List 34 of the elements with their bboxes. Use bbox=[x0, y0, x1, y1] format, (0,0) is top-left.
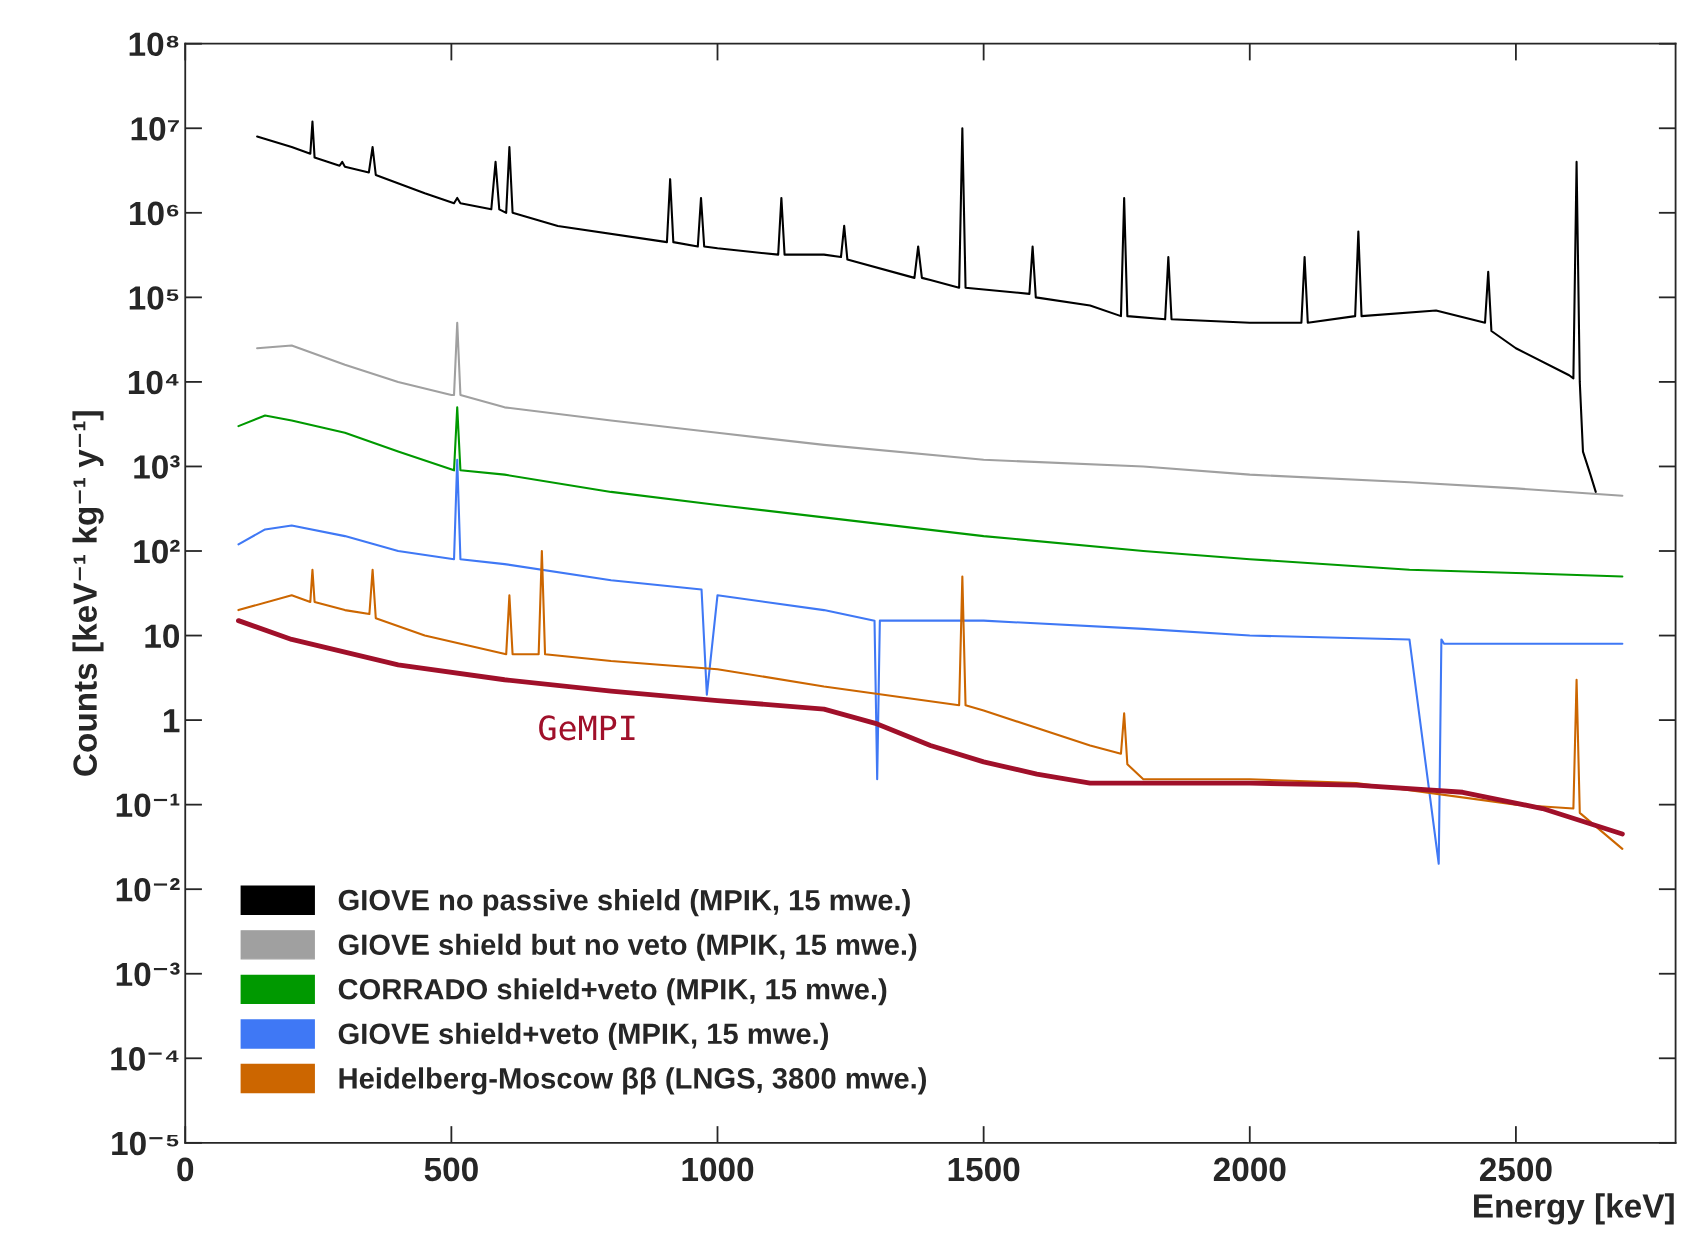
y-tick-label: 10⁻³ bbox=[116, 962, 180, 987]
y-tick-label: 10⁵ bbox=[129, 286, 179, 310]
legend-label: Heidelberg-Moscow ββ (LNGS, 3800 mwe.) bbox=[339, 1067, 926, 1095]
y-tick-label: 10² bbox=[134, 539, 180, 564]
y-tick-label: 10⁻⁴ bbox=[111, 1047, 179, 1071]
line-series bbox=[237, 549, 1624, 850]
y-tick-label: 10⁸ bbox=[129, 32, 179, 57]
annotation: GeMPI bbox=[539, 715, 635, 741]
legend-label: GIOVE no passive shield (MPIK, 15 mwe.) bbox=[338, 889, 910, 917]
x-tick-label: 2000 bbox=[1213, 1157, 1286, 1182]
y-tick-label: 10³ bbox=[134, 455, 180, 479]
y-tick-label: 10 bbox=[145, 624, 180, 648]
x-axis-title: Energy [keV] bbox=[1474, 1193, 1674, 1225]
y-tick-label: 10⁴ bbox=[128, 370, 179, 395]
line-series bbox=[236, 618, 1625, 837]
y-tick-label: 10⁻⁵ bbox=[112, 1131, 179, 1156]
legend-label: GIOVE shield+veto (MPIK, 15 mwe.) bbox=[338, 1022, 829, 1050]
legend-label: CORRADO shield+veto (MPIK, 15 mwe.) bbox=[338, 978, 887, 1006]
line-series bbox=[237, 406, 1624, 578]
x-tick-label: 500 bbox=[424, 1157, 478, 1182]
y-axis-title: Counts [keV⁻¹ kg⁻¹ y⁻¹] bbox=[72, 411, 104, 776]
legend-label: GIOVE shield but no veto (MPIK, 15 mwe.) bbox=[338, 933, 917, 961]
y-tick-label: 10⁷ bbox=[131, 117, 179, 141]
y-tick-label: 10⁻¹ bbox=[116, 793, 180, 818]
x-tick-label: 0 bbox=[177, 1157, 194, 1182]
x-tick-label: 2500 bbox=[1479, 1157, 1552, 1182]
line-series bbox=[256, 321, 1624, 497]
y-tick-label: 10⁻² bbox=[116, 877, 180, 902]
y-tick-label: 10⁶ bbox=[130, 201, 179, 226]
line-series bbox=[256, 120, 1597, 493]
line-series bbox=[237, 458, 1624, 865]
y-tick-label: 1 bbox=[163, 709, 180, 733]
x-tick-label: 1500 bbox=[948, 1157, 1020, 1182]
x-tick-label: 1000 bbox=[682, 1157, 754, 1182]
